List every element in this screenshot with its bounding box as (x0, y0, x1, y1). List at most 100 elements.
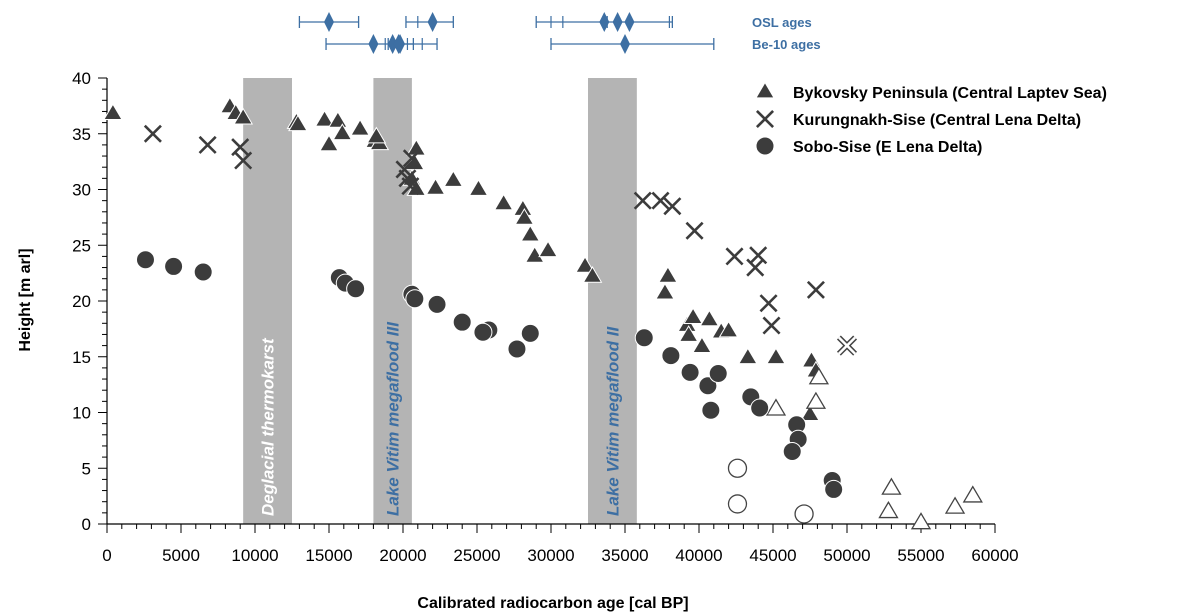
triangle-marker (944, 496, 966, 514)
x-marker (663, 197, 682, 216)
triangle-marker (425, 177, 446, 195)
x-tick-label: 15000 (305, 546, 352, 565)
x-marker-stroke (749, 246, 768, 265)
triangle-marker (800, 404, 820, 422)
triangle-marker (314, 109, 335, 127)
x-marker (402, 149, 421, 168)
x-tick-label: 40000 (675, 546, 722, 565)
triangle-marker (520, 224, 541, 242)
event-bands: Deglacial thermokarst Lake Vitim megafloo… (243, 78, 637, 524)
x-marker-stroke (234, 151, 253, 170)
x-marker-stroke (143, 124, 162, 143)
triangle-marker (443, 170, 464, 187)
circle-marker (708, 363, 728, 383)
data-points (103, 96, 983, 530)
y-tick-label: 5 (82, 459, 91, 478)
triangle-marker (765, 398, 787, 416)
triangle-marker (524, 245, 545, 263)
triangle-marker (658, 265, 678, 283)
axes: 0 5000 10000 15000 20000 25000 30000 35000 40000… (72, 69, 1019, 565)
legend-entry: Kurungnakh-Sise (Central Lena Delta) (793, 112, 1081, 129)
y-tick-label: 40 (72, 69, 91, 88)
x-marker-stroke (746, 258, 765, 277)
triangle-marker (737, 347, 758, 365)
age-ranges-panel: OSL ages Be-10 ages (298, 12, 821, 54)
x-marker (762, 316, 781, 335)
circle-marker (634, 328, 654, 348)
age-diamond (599, 12, 610, 32)
x-marker (746, 258, 765, 277)
y-tick-label: 15 (72, 348, 91, 367)
circle-marker (782, 442, 802, 462)
x-marker-stroke (759, 294, 778, 313)
age-diamond (368, 34, 379, 54)
x-marker-stroke (402, 149, 421, 168)
y-tick-label: 35 (72, 125, 91, 144)
circle-marker (164, 256, 184, 276)
circle-marker (824, 479, 844, 499)
x-marker (401, 177, 420, 196)
x-marker-stroke (755, 109, 775, 129)
x-marker-stroke (651, 191, 670, 210)
age-diamond (387, 34, 398, 54)
triangle-marker (233, 107, 254, 125)
age-diamond (393, 34, 404, 54)
circle-marker (473, 322, 493, 342)
circle-marker (520, 323, 540, 343)
series-circle (135, 250, 844, 524)
triangle-marker (755, 81, 775, 99)
x-marker (806, 280, 825, 299)
band-rect (588, 78, 637, 524)
x-tick-label: 50000 (823, 546, 870, 565)
x-marker-stroke (838, 336, 856, 355)
y-tick-label: 20 (72, 292, 91, 311)
x-tick-label: 20000 (379, 546, 426, 565)
x-marker-stroke (762, 316, 781, 335)
x-marker-stroke (401, 177, 420, 196)
triangle-marker (766, 347, 786, 365)
x-marker (231, 138, 250, 157)
y-tick-label: 30 (72, 181, 91, 200)
band-rect (243, 78, 292, 524)
age-row-label: OSL ages (752, 15, 812, 30)
x-tick-label: 55000 (897, 546, 944, 565)
age-diamond (324, 12, 334, 32)
triangle-marker (910, 512, 932, 530)
circle-marker (750, 398, 770, 418)
circle-marker (701, 400, 721, 420)
legend-box (740, 73, 1204, 183)
x-marker-stroke (725, 247, 744, 266)
triangle-marker (319, 134, 339, 152)
age-range (550, 34, 715, 54)
x-tick-label: 60000 (971, 546, 1018, 565)
x-marker (651, 191, 670, 210)
band-label: Lake Vitim megaflood II (603, 325, 622, 516)
band-label: Deglacial thermokarst (259, 337, 278, 516)
circle-marker (755, 136, 775, 156)
age-range (405, 12, 454, 32)
circle-marker (346, 279, 366, 299)
triangle-marker (366, 126, 387, 144)
triangle-marker (683, 307, 703, 325)
triangle-marker (878, 500, 899, 519)
triangle-marker (582, 265, 603, 283)
x-marker-stroke (398, 169, 417, 188)
triangle-marker (678, 325, 699, 342)
triangle-marker (962, 485, 983, 503)
circle-marker (680, 362, 700, 382)
x-marker-stroke (395, 160, 414, 179)
y-tick-label: 0 (82, 515, 91, 534)
x-marker-stroke (685, 221, 704, 240)
x-marker (234, 151, 253, 170)
circle-marker (452, 312, 472, 332)
x-marker (749, 246, 768, 265)
triangle-marker (288, 114, 308, 132)
x-axis-title: Calibrated radiocarbon age [cal BP] (417, 595, 688, 612)
triangle-marker (692, 336, 712, 354)
age-range (298, 12, 360, 32)
x-marker-stroke (663, 197, 682, 216)
legend: Bykovsky Peninsula (Central Laptev Sea) K… (740, 73, 1204, 183)
triangle-marker (350, 118, 370, 136)
triangle-marker (808, 367, 830, 385)
